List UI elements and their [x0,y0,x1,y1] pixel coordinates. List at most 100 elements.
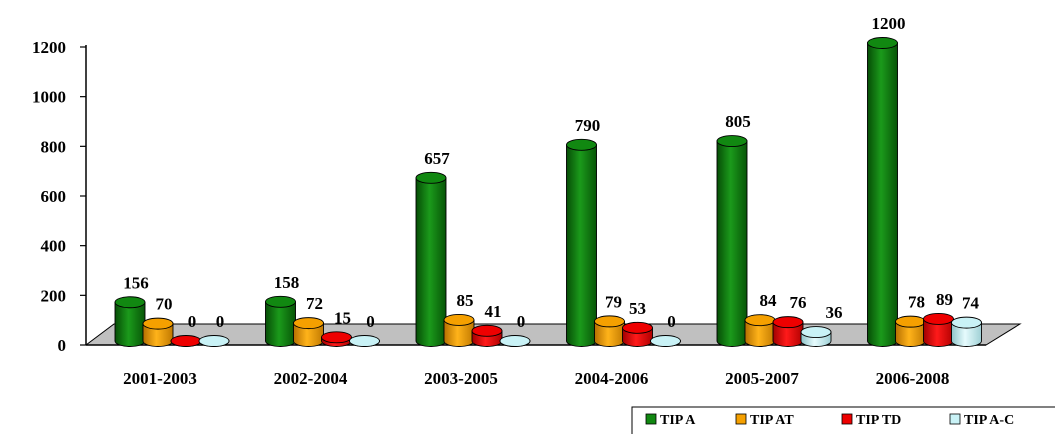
data-label: 0 [366,312,375,331]
data-label: 74 [962,294,980,313]
y-axis: 0 200 400 600 800 1000 1200 [32,38,87,355]
bar-top [895,315,926,328]
bar-2002-2004-tip-td [321,331,352,347]
data-label: 0 [667,312,676,331]
bar-2003-2005-tip-at [443,313,475,347]
data-label: 0 [216,312,225,331]
legend-entry: TIP A-C [964,413,1014,428]
y-tick-label: 800 [41,137,67,156]
bar-body [716,140,748,347]
bar-2004-2006-tip-td [622,321,653,347]
legend-entry: TIP TD [856,413,901,428]
x-tick-label: 2006-2008 [876,369,950,388]
bar-top [800,326,832,339]
y-tick-label: 1200 [32,38,66,57]
data-label: 805 [725,112,751,131]
bars [114,37,982,347]
data-label: 89 [936,290,953,309]
x-tick-label: 2002-2004 [274,369,348,388]
x-tick-label: 2003-2005 [424,369,498,388]
bar-2006-2008-tip-a-c [951,316,982,347]
bar-2001-2003-tip-at [142,317,174,347]
data-label: 78 [908,293,925,312]
data-label: 657 [424,149,450,168]
data-label: 84 [760,291,778,310]
bar-top [594,315,625,328]
bar-top [867,37,898,49]
bar-top [772,316,804,329]
data-label: 0 [188,312,197,331]
bar-top [265,295,296,308]
legend-entry: TIP AT [750,413,794,428]
bar-2003-2005-tip-td [471,324,503,347]
category-labels: 2001-2003 2002-2004 2003-2005 2004-2006 2005… [123,369,949,388]
bar-2004-2006-tip-a [566,138,597,347]
data-label: 85 [457,291,474,310]
bar-top [566,138,597,151]
bar-top [923,312,954,325]
bar-top [415,171,447,184]
bar-2002-2004-tip-at [293,317,324,347]
bar-2005-2007-tip-td [772,316,804,347]
bar-top [499,335,531,347]
bar-2005-2007-tip-a [716,135,748,347]
bar-2002-2004-tip-a [265,295,296,347]
bar-top [443,313,475,326]
bar-2006-2008-tip-td [923,312,954,347]
legend-entry: TIP A [660,413,696,428]
bar-2001-2003-tip-a [114,296,146,347]
data-label: 79 [605,292,622,311]
data-label: 72 [306,294,323,313]
x-tick-label: 2004-2006 [575,369,649,388]
data-label: 0 [517,312,526,331]
y-tick-label: 1000 [32,88,66,107]
bar-top [744,314,776,327]
bar-top [198,335,230,347]
bar-2004-2006-tip-at [594,315,625,347]
bar-top [114,296,146,309]
bar-top [471,324,503,337]
legend-swatch [645,413,657,425]
bar-top [321,331,352,344]
bar-body [114,301,146,347]
bar-2003-2005-tip-a [415,171,447,347]
data-label: 76 [790,293,807,312]
bar-top [716,135,748,148]
legend-swatch [841,413,853,425]
bar-2004-2006-tip-a-c [650,335,681,347]
bar-top [293,317,324,330]
bar-top [349,335,380,347]
data-label: 15 [334,308,351,327]
bar-2002-2004-tip-a-c [349,335,380,347]
data-label: 53 [629,299,646,318]
bar-body [566,144,597,347]
x-tick-label: 2005-2007 [725,369,799,388]
bar-top [170,335,202,347]
bar-top [650,335,681,347]
y-tick-label: 0 [58,336,67,355]
bar-body [951,322,982,347]
y-tick-label: 400 [41,237,67,256]
bar-2003-2005-tip-a-c [499,335,531,347]
bar-top [142,317,174,330]
data-label: 790 [575,116,601,135]
data-label: 158 [274,273,300,292]
bar-2006-2008-tip-a [867,37,898,347]
bar-2001-2003-tip-a-c [198,335,230,347]
bar-2005-2007-tip-at [744,314,776,347]
x-tick-label: 2001-2003 [123,369,197,388]
bar-2006-2008-tip-at [895,315,926,347]
bar-2005-2007-tip-a-c [800,326,832,347]
legend-swatch [735,413,747,425]
legend-swatch [949,413,961,425]
bar-body [867,42,898,347]
data-label: 41 [485,302,502,321]
legend: TIP A TIP AT TIP TD TIP A-C [631,406,1055,434]
bar-2001-2003-tip-td [170,335,202,347]
bar-top [951,316,982,329]
data-label: 156 [123,273,149,292]
data-label: 1200 [872,14,906,33]
data-label: 70 [156,295,173,314]
